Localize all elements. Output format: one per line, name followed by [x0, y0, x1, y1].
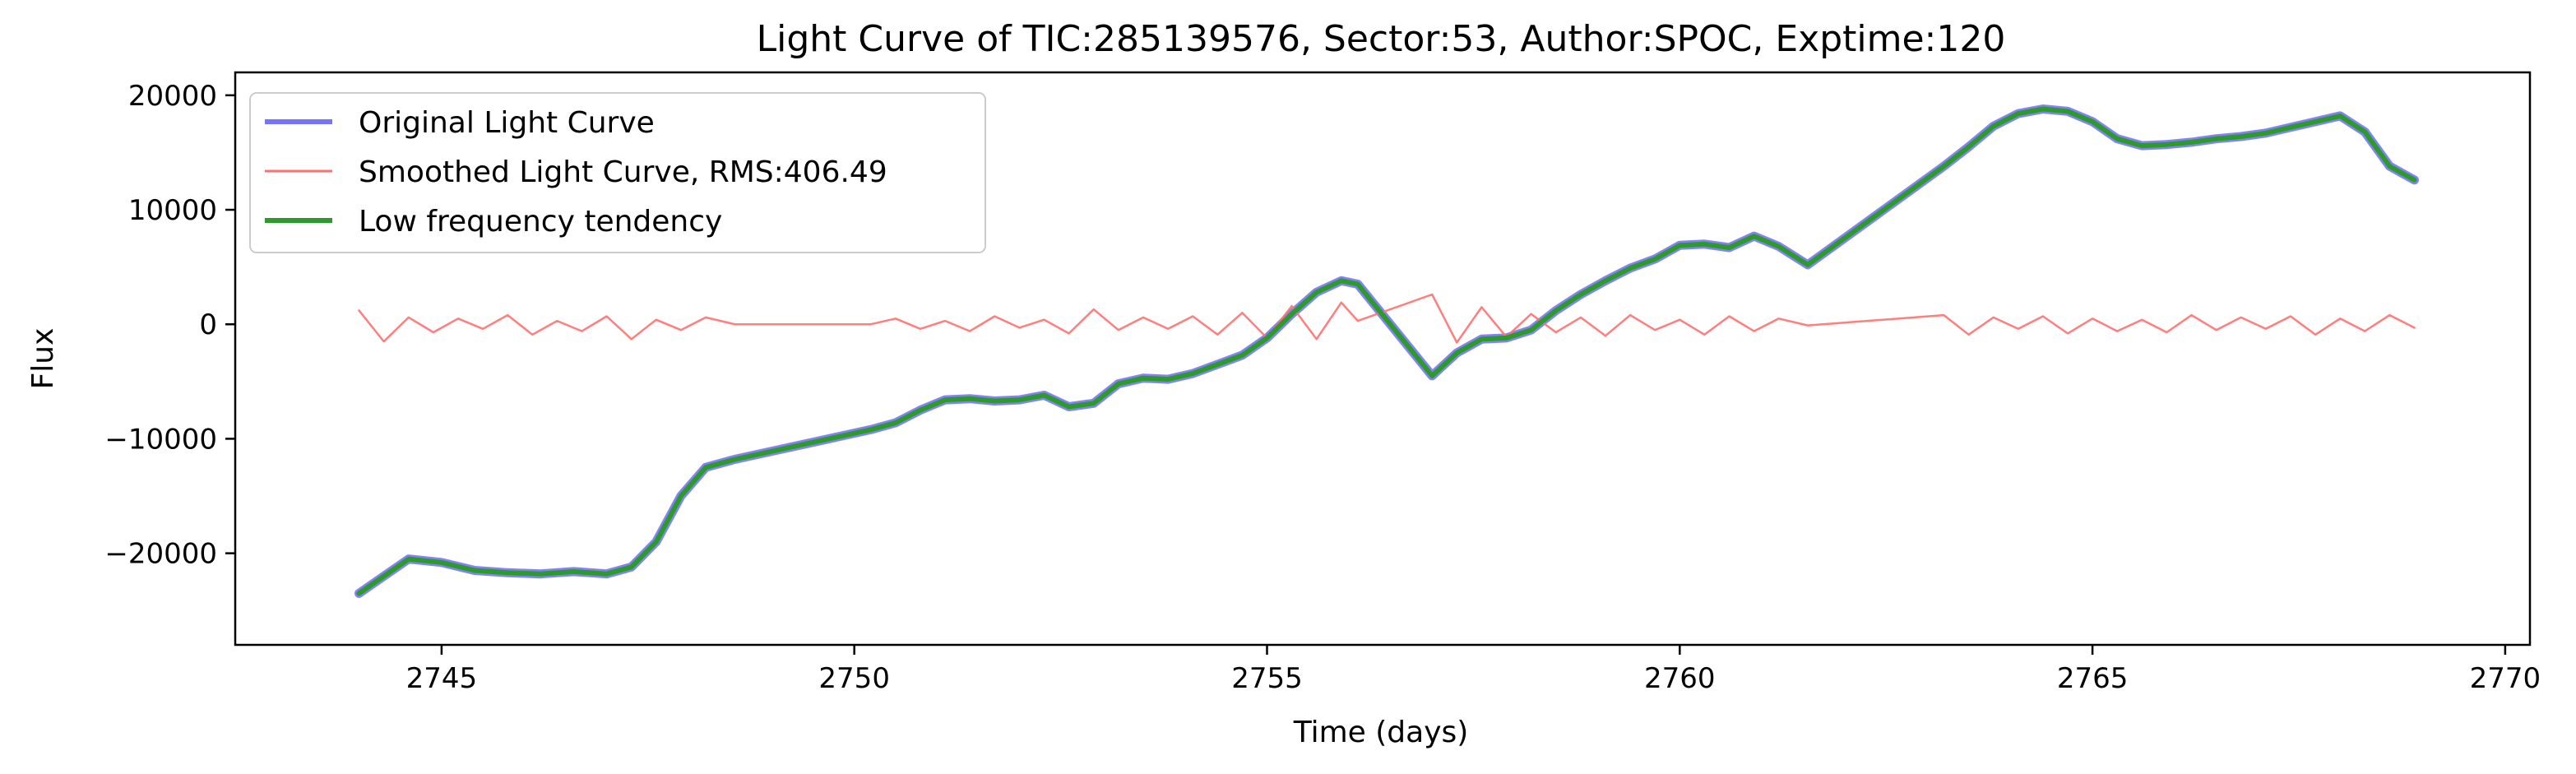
legend: Original Light Curve Smoothed Light Curv…: [249, 92, 986, 253]
y-axis-label: Flux: [26, 328, 60, 390]
legend-label-smoothed: Smoothed Light Curve, RMS:406.49: [359, 155, 887, 189]
plot-frame: [234, 71, 2532, 647]
ticks-layer: 2745 2750 2755 2760 2765 2770 −20000 −10000 0 100…: [104, 80, 2541, 695]
chart-title: Light Curve of TIC:285139576, Sector:53,…: [757, 18, 2006, 60]
y-tick-label: 10000: [128, 194, 217, 227]
x-tick-label: 2745: [406, 662, 478, 695]
legend-box: [249, 92, 986, 253]
series-line-smoothed-light-curve: [358, 293, 2416, 344]
legend-label-original: Original Light Curve: [359, 106, 655, 140]
legend-label-tendency: Low frequency tendency: [359, 205, 722, 239]
series-layer: [354, 104, 2419, 598]
x-tick-label: 2760: [1644, 662, 1716, 695]
series-line-low-frequency-tendency: [356, 106, 2417, 596]
y-tick-label: −10000: [104, 423, 217, 456]
x-tick-label: 2770: [2470, 662, 2541, 695]
x-axis-label: Time (days): [1293, 716, 1469, 749]
x-tick-label: 2750: [818, 662, 890, 695]
y-tick-label: −20000: [104, 538, 217, 571]
x-tick-label: 2755: [1231, 662, 1303, 695]
y-tick-label: 20000: [128, 80, 217, 113]
x-tick-label: 2765: [2057, 662, 2129, 695]
y-tick-label: 0: [199, 308, 217, 341]
